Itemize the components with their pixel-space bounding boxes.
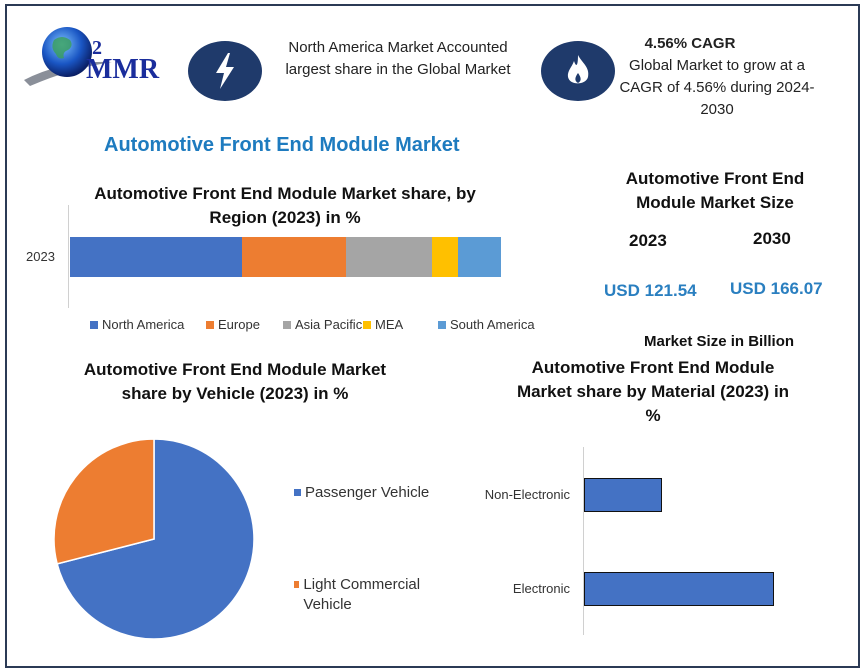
pie-slice-passenger-vehicle <box>56 438 255 640</box>
highlight-north-america-text: North America Market Accounted largest s… <box>285 39 511 78</box>
region-category-label: 2023 <box>26 249 55 264</box>
svg-text:2: 2 <box>92 37 102 59</box>
market-size-title: Automotive Front End Module Market Size <box>625 169 805 212</box>
legend-label: Light Commercial Vehicle <box>303 576 421 613</box>
region-segment-south-america <box>457 237 501 277</box>
legend-label: South America <box>450 317 535 332</box>
market-size-2023-value: USD 121.54 <box>604 281 697 300</box>
region-chart-title: Automotive Front End Module Market share… <box>94 184 476 227</box>
legend-swatch <box>90 320 98 329</box>
vehicle-chart-title: Automotive Front End Module Market share… <box>83 360 387 403</box>
legend-europe: Europe <box>206 317 260 332</box>
region-axis-line <box>68 205 69 308</box>
legend-north-america: North America <box>90 317 184 332</box>
legend-asia-pacific: Asia Pacific <box>283 317 362 332</box>
mmr-logo: 2 MMR <box>22 22 172 92</box>
legend-swatch <box>294 581 300 588</box>
legend-swatch <box>363 320 371 329</box>
market-size-unit-note: Market Size in Billion <box>644 333 795 350</box>
material-chart-title: Automotive Front End Module Market share… <box>516 358 790 425</box>
legend-swatch <box>294 489 301 496</box>
legend-label: North America <box>102 317 185 332</box>
legend-light-commercial-vehicle: Light Commercial Vehicle <box>294 575 434 615</box>
region-segment-europe <box>242 237 346 277</box>
region-segment-north-america <box>70 237 243 277</box>
legend-label: Europe <box>218 317 260 332</box>
material-axis-line <box>583 447 584 635</box>
material-category-label: Electronic <box>512 581 570 596</box>
legend-swatch <box>438 320 446 329</box>
legend-swatch <box>283 320 291 329</box>
material-category-label: Non-Electronic <box>484 487 570 502</box>
material-bar-non-electronic <box>584 478 662 512</box>
legend-label: Asia Pacific <box>295 317 363 332</box>
region-segment-asia-pacific <box>345 237 433 277</box>
year-2023-label: 2023 <box>629 231 667 250</box>
region-segment-mea <box>432 237 458 277</box>
legend-south-america: South America <box>438 317 535 332</box>
lightning-icon <box>188 41 262 101</box>
main-title: Automotive Front End Module Market <box>104 134 460 156</box>
market-size-2030-value: USD 166.07 <box>730 279 823 298</box>
globe-icon: 2 <box>24 27 112 86</box>
infographic-frame <box>5 4 860 668</box>
pie-slice-light-commercial-vehicle <box>53 438 155 565</box>
legend-mea: MEA <box>363 317 403 332</box>
cagr-text: Global Market to grow at a CAGR of 4.56%… <box>619 57 815 118</box>
logo-text: MMR <box>86 54 160 85</box>
material-bar-electronic <box>584 572 774 606</box>
year-2030-label: 2030 <box>753 229 791 248</box>
cagr-heading: 4.56% CAGR <box>644 35 736 52</box>
legend-swatch <box>206 320 214 329</box>
region-stacked-bar <box>70 237 501 277</box>
flame-icon <box>541 41 615 101</box>
legend-passenger-vehicle: Passenger Vehicle <box>294 484 429 501</box>
legend-label: Passenger Vehicle <box>305 484 430 501</box>
legend-label: MEA <box>375 317 404 332</box>
